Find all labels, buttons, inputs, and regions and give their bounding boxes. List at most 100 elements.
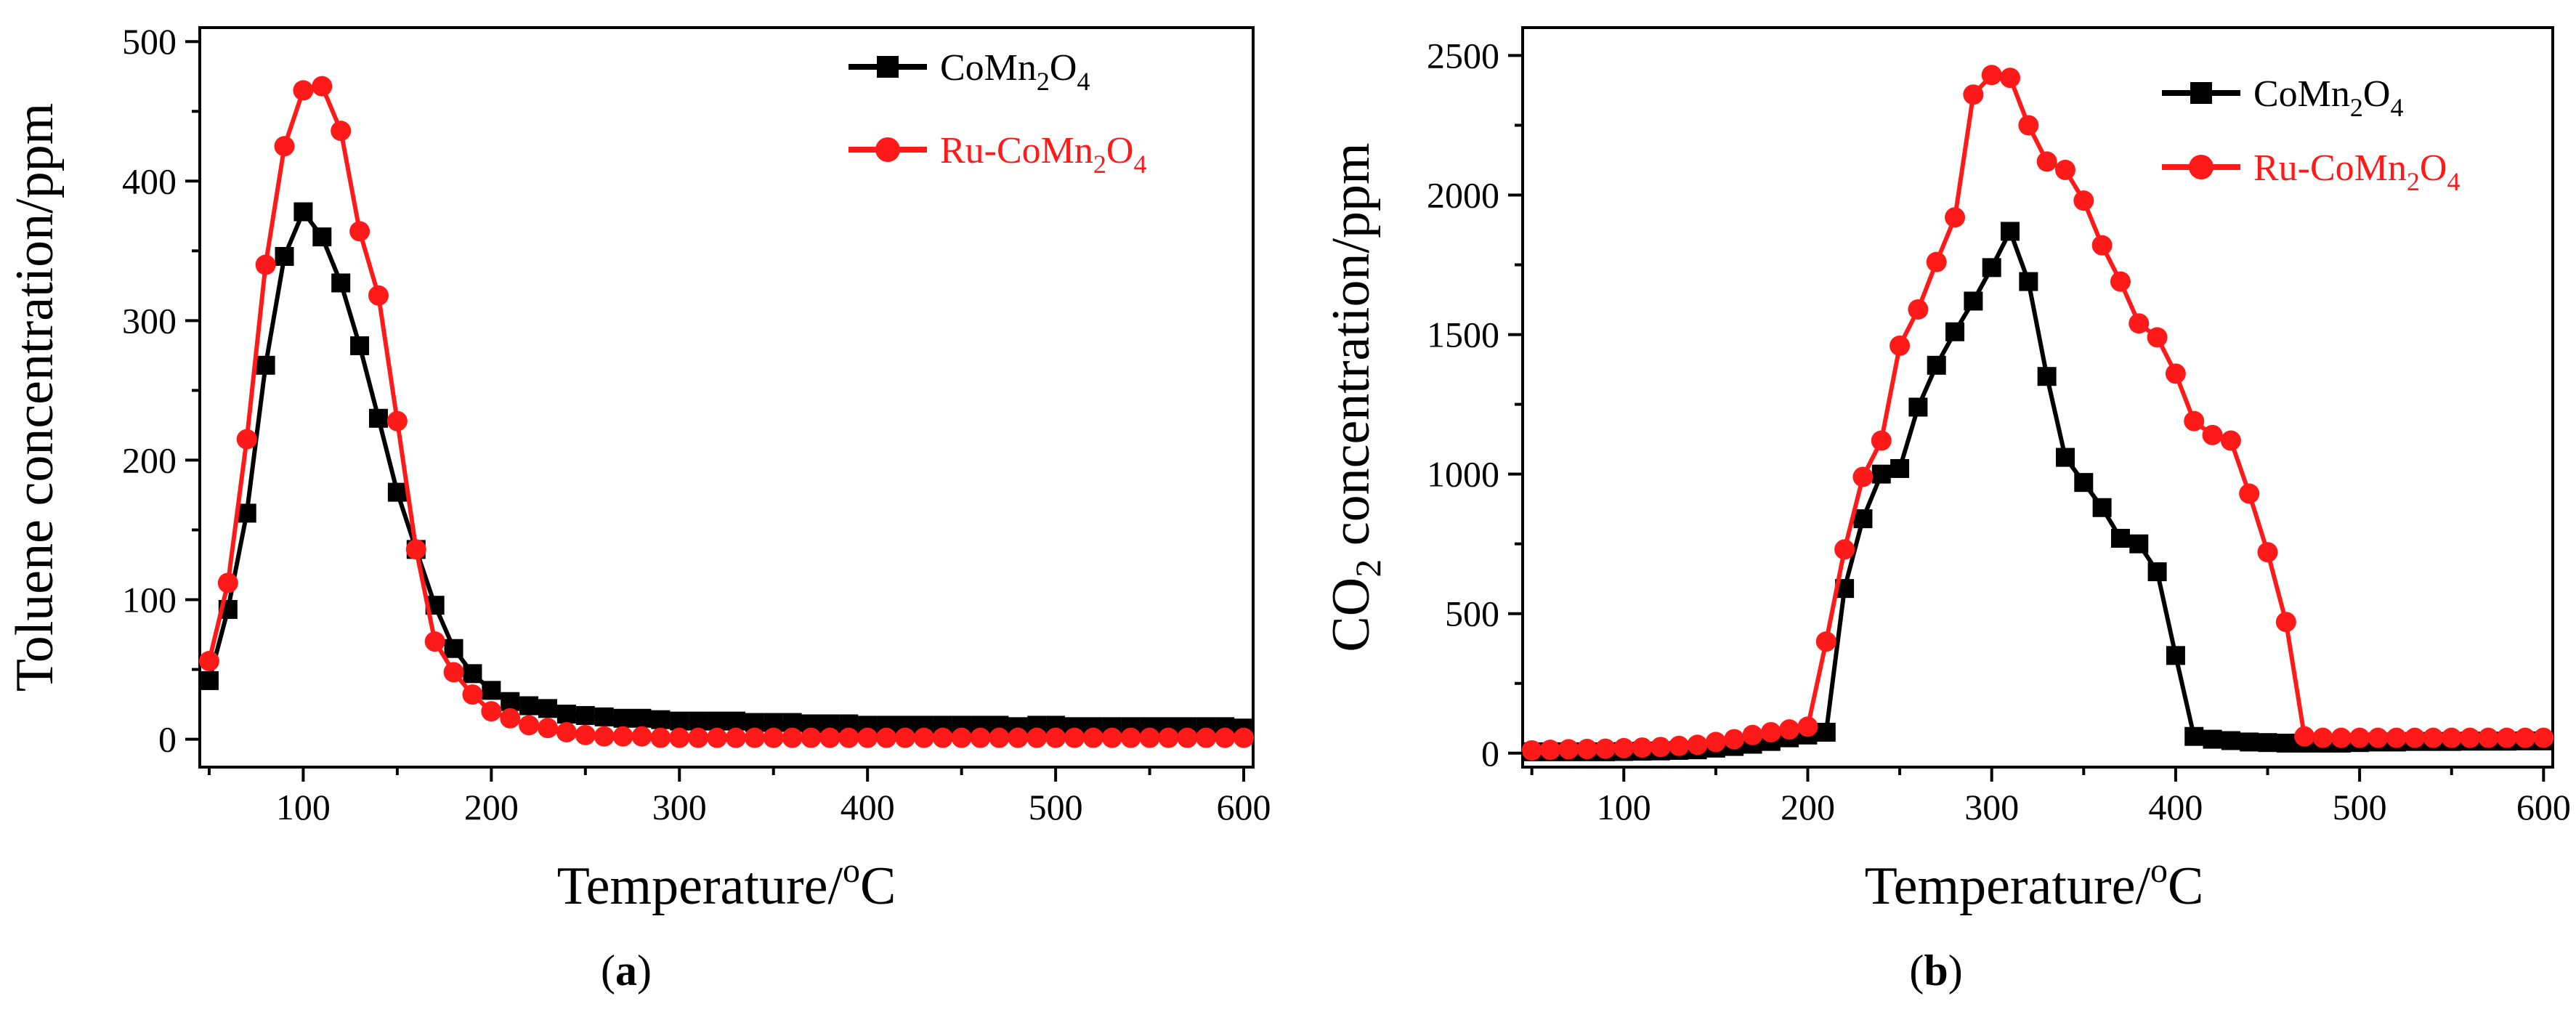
legend-label-part: CoMn — [2253, 73, 2350, 115]
data-point-circle — [368, 285, 389, 306]
data-point-circle — [2184, 410, 2205, 432]
series-ru-comn2o4 — [1521, 65, 2554, 761]
data-point-circle — [2386, 727, 2407, 748]
data-point-circle — [2478, 727, 2499, 748]
data-point-circle — [801, 727, 822, 748]
data-point-circle — [1834, 539, 1855, 560]
data-point-square — [2055, 447, 2075, 467]
data-point-square — [2276, 733, 2296, 753]
data-series-layer — [198, 76, 1255, 748]
data-point-square — [1927, 355, 1946, 375]
axis-ticks: 100 200 300 400 500 600 0 100 200 300 400 500 — [122, 21, 1271, 827]
y-tick-label: 300 — [122, 300, 177, 341]
x-axis-label-unit: C — [860, 856, 896, 916]
data-point-square — [293, 202, 313, 222]
legend-label-comn2o4: CoMn2O4 — [2253, 73, 2403, 122]
data-point-circle — [2054, 159, 2075, 180]
data-point-circle — [1082, 727, 1103, 748]
data-point-square — [387, 482, 407, 502]
y-tick-label: 400 — [122, 161, 177, 201]
x-tick-label: 500 — [1029, 787, 1083, 827]
data-point-square — [556, 705, 576, 724]
data-point-square — [1816, 722, 1836, 742]
data-point-circle — [2073, 190, 2094, 211]
y-tick-label: 2500 — [1427, 35, 1499, 76]
legend-label-part: Ru-CoMn — [940, 130, 1093, 171]
data-point-circle — [2091, 235, 2113, 256]
x-tick-label: 100 — [276, 787, 331, 827]
y-axis-label: CO2 concentration/ppm — [1321, 142, 1388, 652]
data-point-circle — [198, 651, 219, 672]
data-point-circle — [331, 121, 352, 142]
data-point-circle — [1797, 716, 1818, 737]
legend-label-part: Ru-CoMn — [2253, 147, 2407, 189]
x-axis-label: Temperature/oC — [1865, 851, 2204, 916]
data-point-square — [2092, 498, 2112, 517]
plot-frame — [1521, 26, 2554, 769]
data-point-circle — [1705, 732, 1726, 753]
data-series-layer — [1521, 65, 2554, 761]
data-point-square — [632, 708, 652, 728]
data-point-circle — [1120, 727, 1141, 748]
data-point-square — [2019, 272, 2038, 291]
data-point-circle — [1779, 719, 1800, 740]
data-point-circle — [2496, 727, 2517, 748]
data-point-circle — [2257, 542, 2278, 563]
panel-label-b: (b) — [1909, 947, 1962, 994]
x-tick-label: 400 — [2148, 787, 2203, 827]
y-tick-label: 2000 — [1427, 174, 1499, 215]
data-point-circle — [1815, 631, 1836, 652]
y-axis-label: Toluene concentration/ppm — [5, 103, 65, 692]
data-point-square — [689, 711, 708, 731]
data-point-circle — [1669, 735, 1690, 756]
data-point-circle — [1539, 740, 1560, 761]
data-point-circle — [293, 80, 314, 101]
legend-circle-marker — [2189, 155, 2214, 179]
data-point-circle — [1871, 430, 1892, 451]
legend-label-sub: 4 — [2447, 167, 2460, 196]
x-tick-label: 500 — [2333, 787, 2387, 827]
y-tick-label: 500 — [1445, 593, 1499, 634]
data-point-circle — [462, 684, 483, 705]
legend-label-sub: 4 — [2390, 93, 2403, 122]
legend-label-part: O — [2420, 147, 2447, 189]
data-point-circle — [1576, 739, 1597, 760]
data-point-circle — [2533, 727, 2554, 748]
data-point-circle — [2405, 727, 2426, 748]
data-point-square — [538, 699, 558, 718]
data-point-circle — [2220, 430, 2241, 451]
data-point-square — [2001, 222, 2020, 241]
data-point-circle — [1196, 727, 1217, 748]
data-point-square — [199, 670, 219, 690]
data-point-circle — [970, 727, 991, 748]
data-point-circle — [538, 718, 559, 739]
data-point-circle — [2000, 68, 2021, 89]
x-axis-label: Temperature/oC — [557, 851, 896, 916]
data-point-square — [726, 711, 745, 731]
data-point-circle — [236, 429, 257, 450]
legend-label-sub: 2 — [1037, 67, 1050, 96]
series-comn2o4 — [1522, 222, 2553, 761]
x-axis-label-sup: o — [843, 851, 860, 890]
data-point-circle — [1945, 207, 1966, 228]
data-point-circle — [2349, 727, 2370, 748]
data-point-circle — [1064, 727, 1085, 748]
data-point-circle — [744, 727, 765, 748]
data-point-circle — [1963, 84, 1984, 105]
data-point-circle — [274, 136, 295, 157]
data-point-circle — [1760, 721, 1781, 742]
x-axis-label-unit: C — [2168, 856, 2203, 916]
data-point-circle — [669, 727, 690, 748]
data-point-circle — [650, 727, 671, 748]
y-tick-label: 1000 — [1427, 454, 1499, 495]
data-point-circle — [2460, 727, 2481, 748]
y-tick-label: 200 — [122, 439, 177, 480]
data-point-circle — [631, 726, 652, 747]
legend-label-part: CoMn — [940, 47, 1037, 89]
data-point-circle — [2202, 424, 2223, 445]
data-point-circle — [1234, 727, 1255, 748]
data-point-circle — [932, 727, 953, 748]
series-line — [1531, 229, 2544, 754]
x-axis-label-sup: o — [2150, 851, 2168, 890]
data-point-circle — [688, 727, 709, 748]
